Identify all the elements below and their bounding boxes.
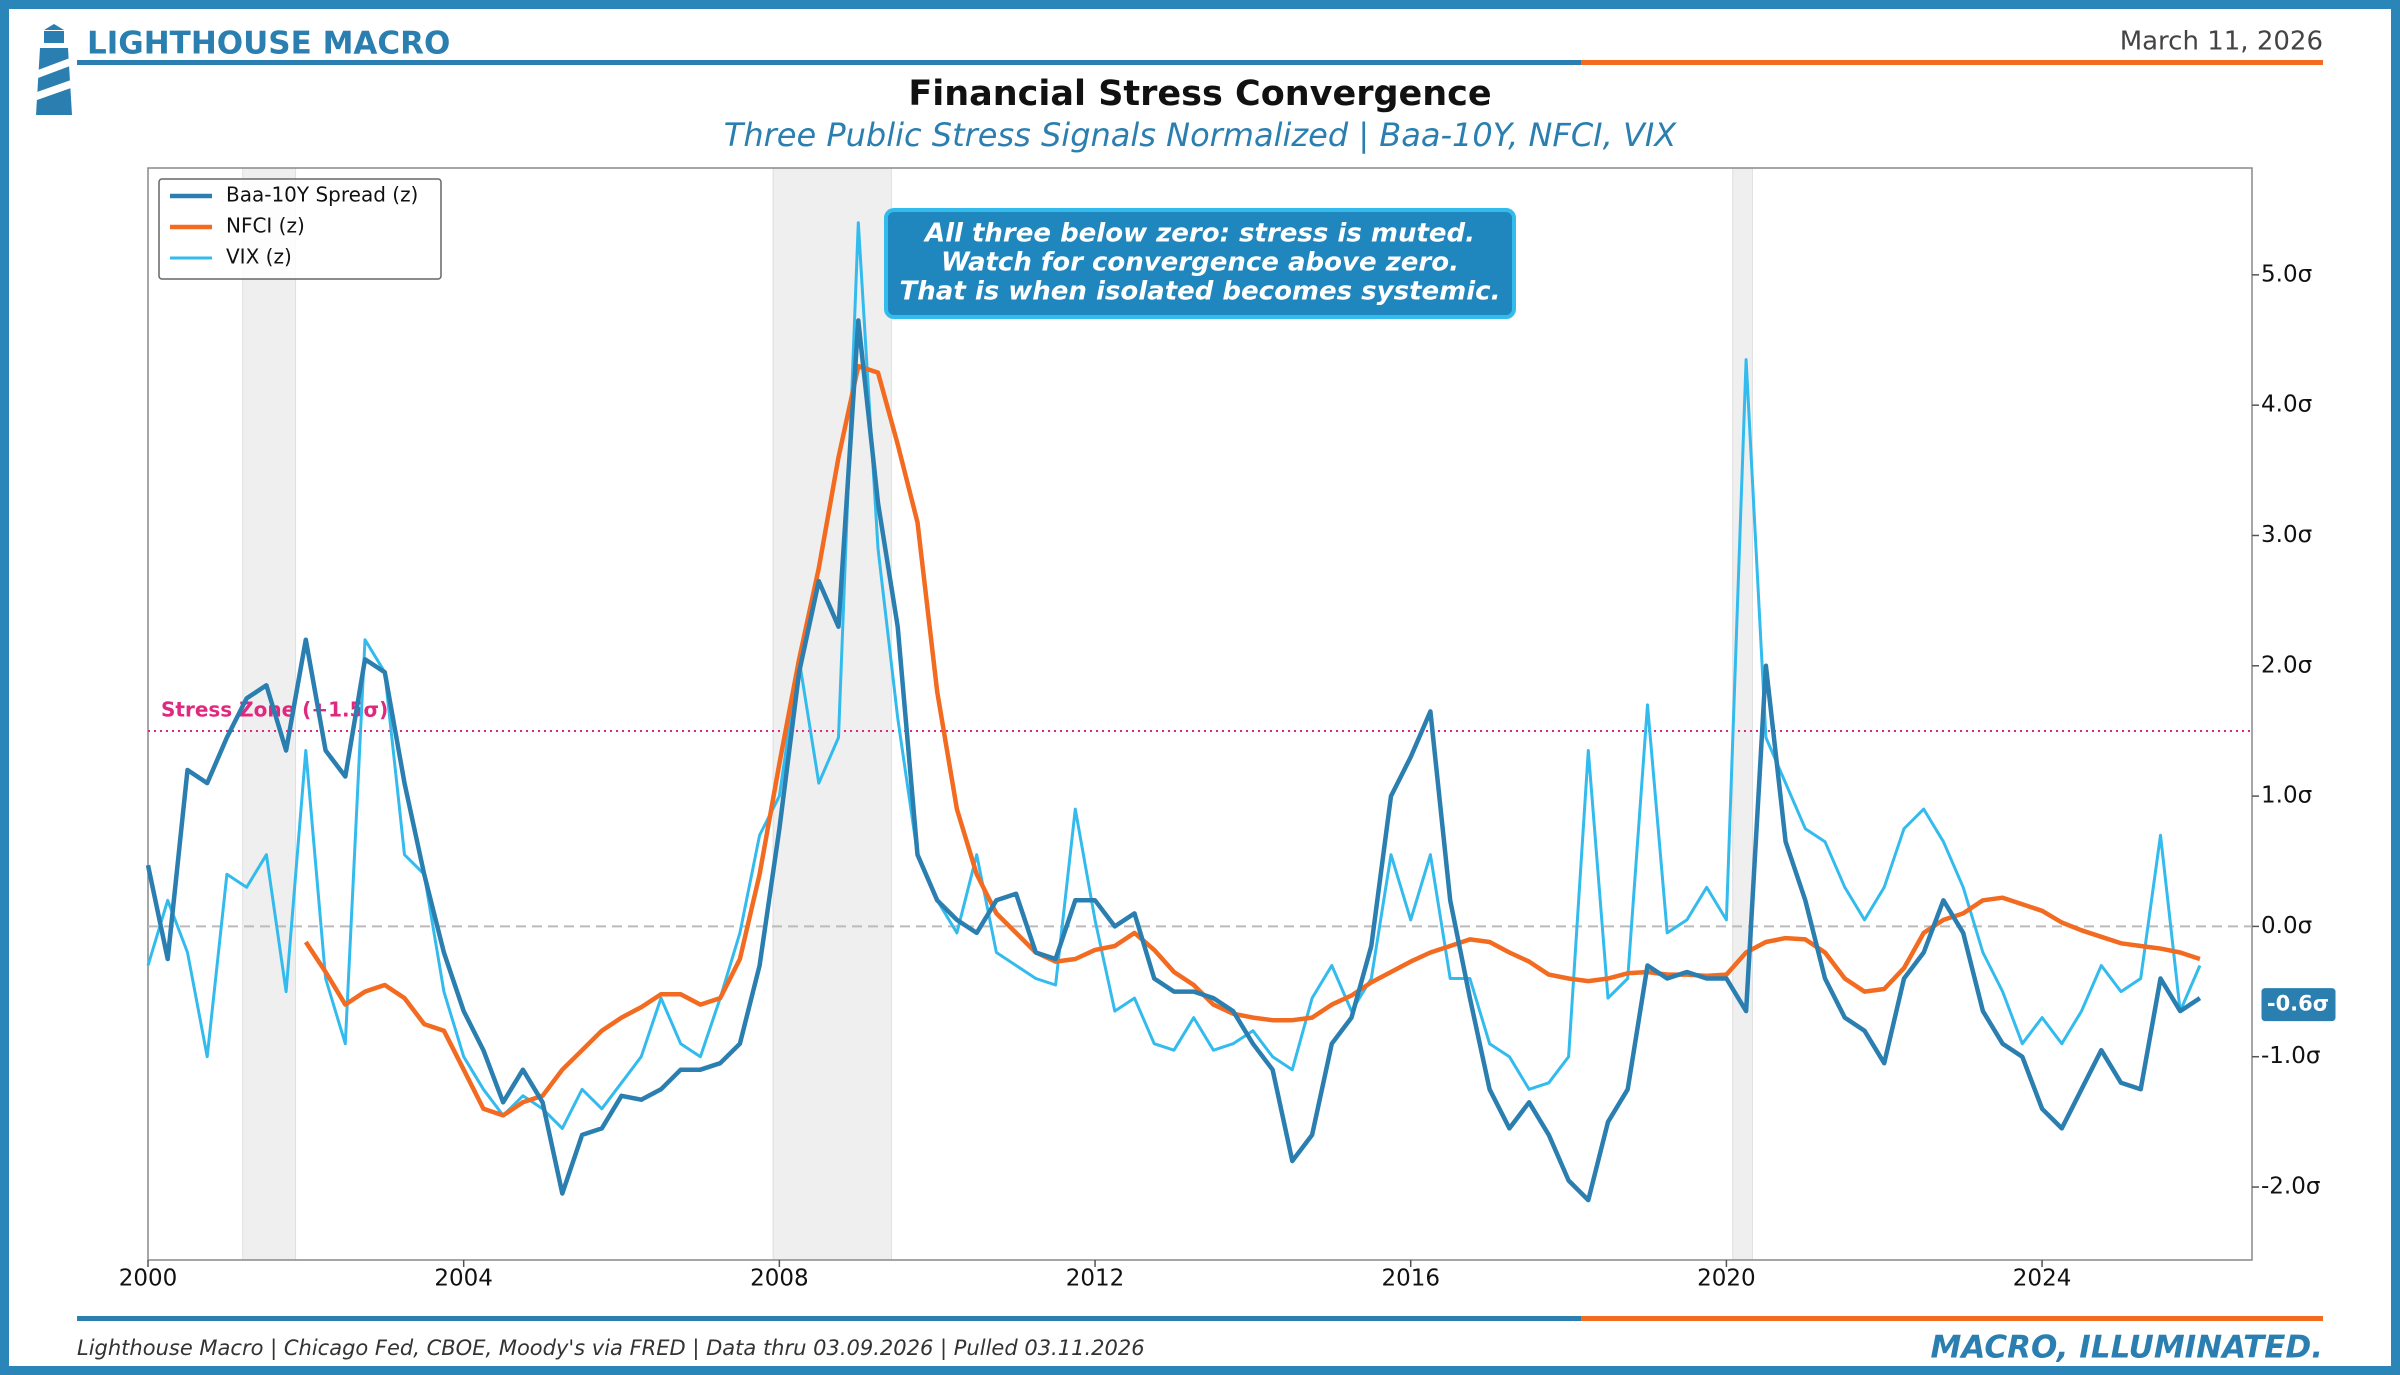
x-tick-label: 2024	[2013, 1266, 2072, 1292]
annotation-text: Watch for convergence above zero.	[941, 248, 1459, 278]
y-tick-label: 3.0σ	[2261, 522, 2312, 548]
y-tick-label: 4.0σ	[2261, 392, 2312, 418]
y-tick-label: -2.0σ	[2261, 1174, 2320, 1200]
series-line	[146, 221, 2202, 1130]
annotation: All three below zero: stress is muted.Wa…	[884, 208, 1516, 319]
y-tick-label: 1.0σ	[2261, 783, 2312, 809]
annotation-box	[884, 208, 1516, 319]
annotation-text: All three below zero: stress is muted.	[923, 219, 1475, 249]
y-tick-label: 0.0σ	[2261, 913, 2312, 939]
y-tick-label: 2.0σ	[2261, 652, 2312, 678]
chart-title: Financial Stress Convergence	[908, 74, 1491, 114]
latest-label: -0.6σ	[2267, 992, 2329, 1016]
legend-label: NFCI (z)	[226, 214, 305, 238]
legend-label: VIX (z)	[226, 245, 292, 269]
x-tick-label: 2012	[1066, 1266, 1125, 1292]
recession-band	[772, 167, 892, 1261]
brand: LIGHTHOUSE MACRO	[87, 26, 450, 62]
tagline: MACRO, ILLUMINATED.	[1931, 1330, 2323, 1366]
plot-frame	[147, 167, 2253, 1261]
latest-badge	[2260, 987, 2337, 1023]
x-tick-label: 2004	[434, 1266, 493, 1292]
series-line	[145, 318, 2202, 1203]
date: March 11, 2026	[2120, 27, 2323, 57]
footer-rule	[77, 1316, 1581, 1321]
chart-subtitle: Three Public Stress Signals Normalized |…	[724, 116, 1677, 154]
logo	[36, 24, 72, 115]
y-tick-label: -1.0σ	[2261, 1043, 2320, 1069]
header-rule	[1581, 60, 2323, 65]
header-rule	[77, 60, 1581, 65]
footer-rule	[1581, 1316, 2323, 1321]
x-tick-label: 2000	[119, 1266, 178, 1292]
annotation-text: That is when isolated becomes systemic.	[900, 277, 1501, 307]
legend: Baa-10Y Spread (z) NFCI (z) VIX (z)	[158, 178, 442, 280]
x-tick-label: 2008	[750, 1266, 809, 1292]
y-tick-label: 5.0σ	[2261, 261, 2312, 287]
recession-band	[242, 167, 297, 1261]
legend-box	[158, 178, 442, 280]
legend-label: Baa-10Y Spread (z)	[226, 183, 418, 207]
recession-band	[1732, 167, 1753, 1261]
x-tick-label: 2020	[1697, 1266, 1756, 1292]
x-tick-label: 2016	[1381, 1266, 1440, 1292]
series-line	[303, 363, 2201, 1118]
footer-source: Lighthouse Macro | Chicago Fed, CBOE, Mo…	[77, 1336, 1145, 1361]
